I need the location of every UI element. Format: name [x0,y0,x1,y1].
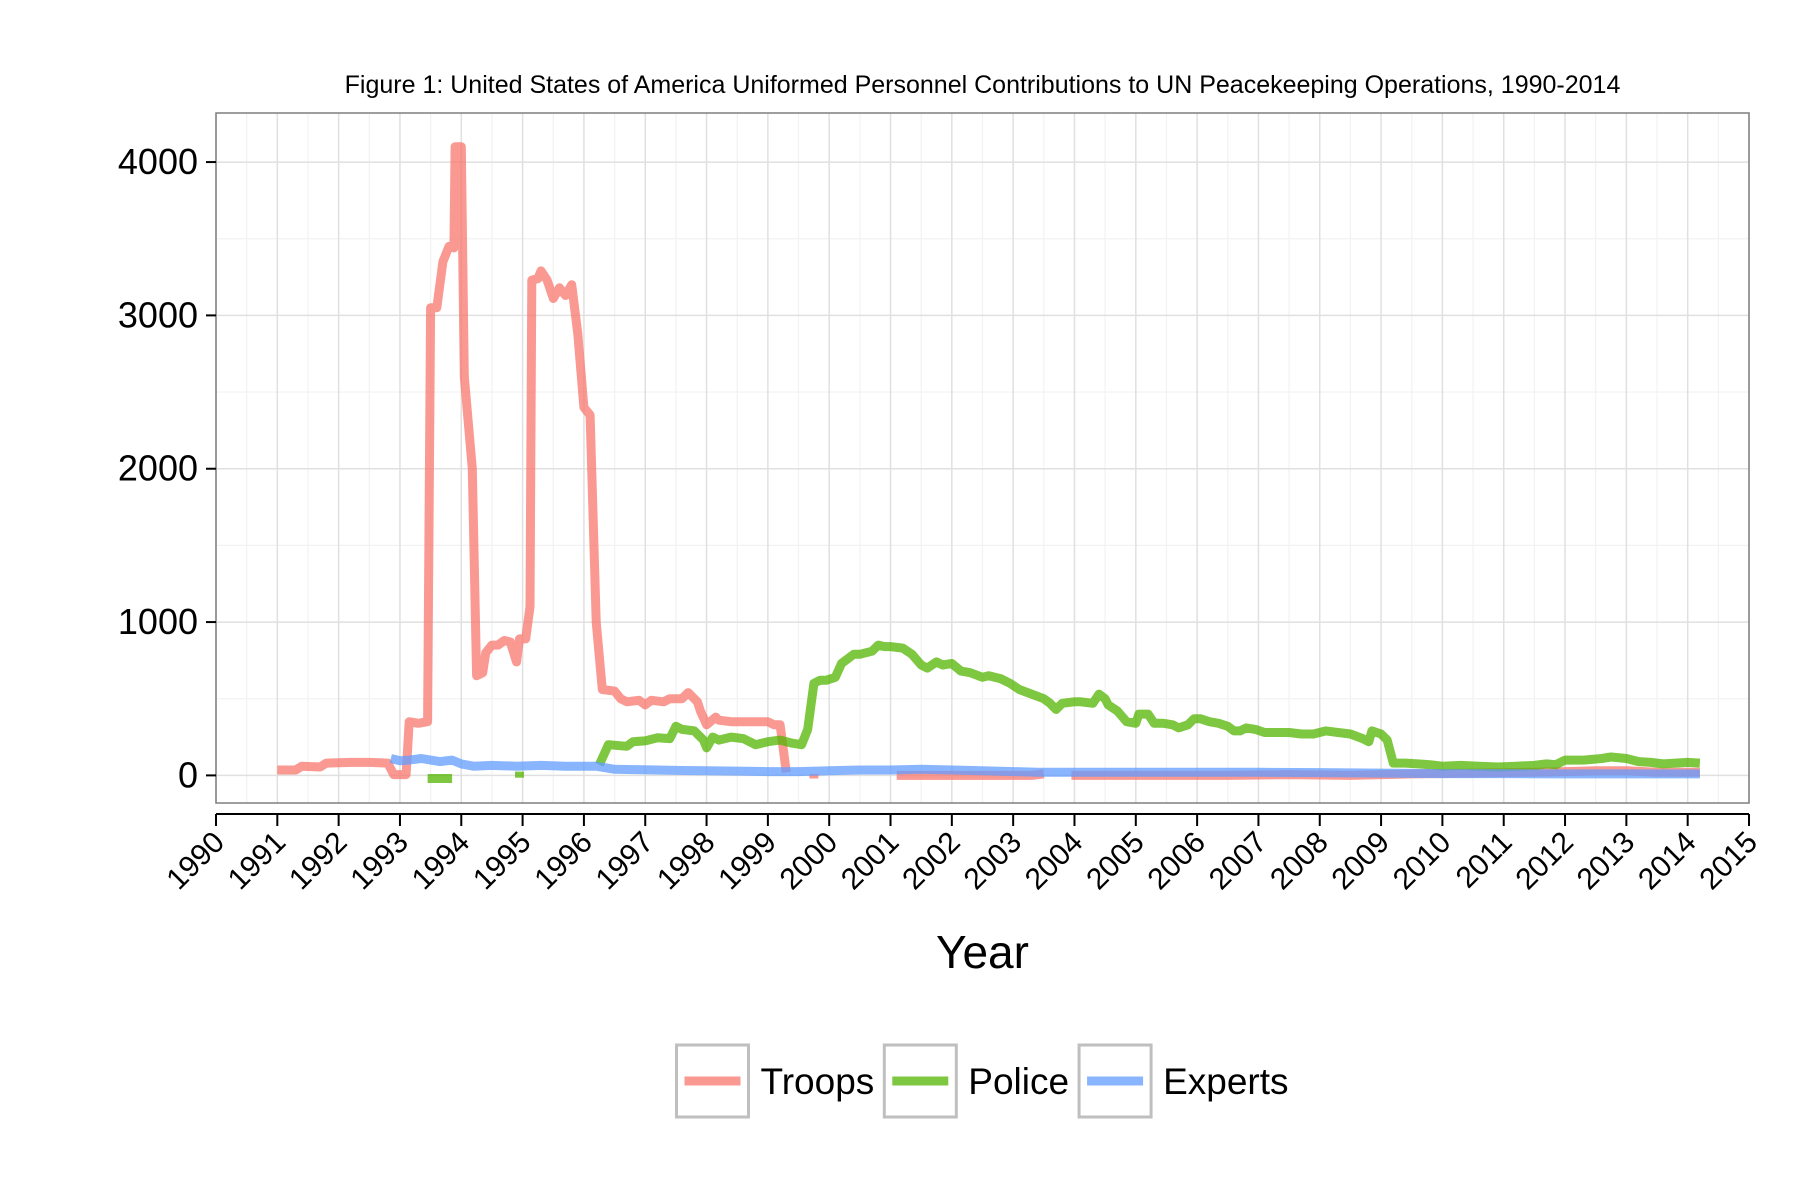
legend-label: Experts [1163,1061,1288,1102]
minor-gridlines [216,113,1749,803]
y-tick-label: 4000 [118,141,198,182]
x-axis: 1990199119921993199419951996199719981999… [160,813,1764,897]
x-tick-label: 2005 [1080,826,1151,897]
x-tick-label: 1995 [467,826,538,897]
x-tick-label: 2001 [835,826,906,897]
y-tick-label: 2000 [118,448,198,489]
legend-label: Troops [760,1061,874,1102]
x-tick-label: 2015 [1693,826,1764,897]
series-layer [277,142,1701,783]
x-tick-label: 1990 [160,826,231,897]
x-tick-label: 2004 [1019,826,1090,897]
x-tick-label: 2000 [774,826,845,897]
x-tick-label: 1996 [528,826,599,897]
plot-border [215,112,1750,804]
chart-title: Figure 1: United States of America Unifo… [345,71,1621,99]
legend: Troops Police Experts [674,1043,1289,1119]
legend-item-troops: Troops [674,1043,874,1119]
x-tick-label: 1994 [406,826,477,897]
x-tick-label: 2003 [958,826,1029,897]
series-police [427,640,1701,783]
x-tick-label: 1998 [651,826,722,897]
x-tick-label: 2011 [1450,826,1519,895]
y-axis: 0 1000 2000 3000 4000 [118,141,216,795]
x-tick-label: 2009 [1325,826,1396,897]
x-tick-label: 2008 [1264,826,1335,897]
y-tick-label: 0 [178,754,198,795]
x-tick-label: 2013 [1571,826,1642,897]
x-tick-label: 1999 [712,826,783,897]
legend-item-experts: Experts [1077,1043,1289,1119]
x-tick-label: 2010 [1387,826,1458,897]
y-tick-label: 1000 [118,601,198,642]
x-tick-label: 1992 [283,826,354,897]
legend-item-police: Police [882,1043,1069,1119]
x-tick-label: 2012 [1509,826,1580,897]
x-tick-label: 2006 [1142,826,1213,897]
x-tick-label: 2014 [1632,826,1703,897]
y-tick-label: 3000 [118,294,198,335]
x-axis-title: Year [936,926,1029,978]
legend-label: Police [968,1061,1069,1102]
series-line-police [595,640,1701,772]
series-line-experts [389,754,1700,779]
x-tick-label: 1993 [344,826,415,897]
x-tick-label: 1997 [590,826,661,897]
x-tick-label: 2007 [1203,826,1274,897]
series-experts [389,754,1700,779]
x-tick-label: 2002 [896,826,967,897]
series-line-troops [277,142,791,780]
x-tick-label: 1991 [222,826,293,897]
